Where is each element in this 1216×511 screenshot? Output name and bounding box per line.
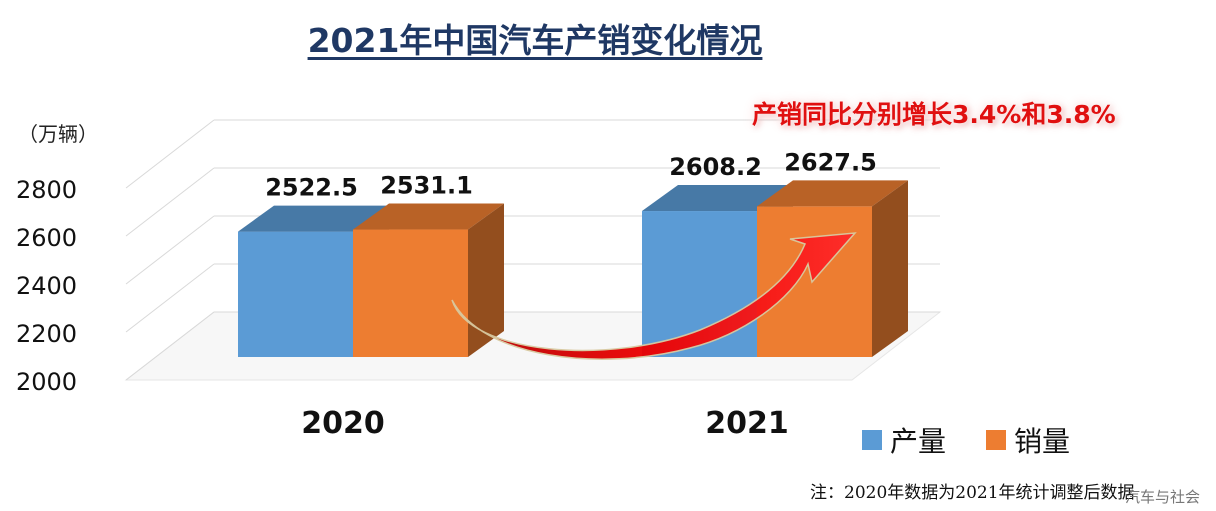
data-label: 2627.5 — [784, 148, 877, 176]
y-tick-label: 2600 — [16, 224, 77, 252]
chart-title: 2021年中国汽车产销变化情况 — [307, 21, 763, 60]
y-tick-label: 2200 — [16, 320, 77, 348]
unit-label: （万辆） — [18, 122, 98, 146]
source-watermark: 汽车与社会 — [1124, 488, 1200, 506]
bar-top — [642, 185, 793, 212]
y-tick-label: 2000 — [16, 368, 77, 396]
x-tick-label: 2020 — [301, 406, 385, 441]
gridline-side — [125, 167, 215, 237]
bar-side — [468, 203, 504, 357]
data-label: 2531.1 — [380, 172, 473, 200]
legend-item-sales: 销量 — [986, 420, 1070, 460]
legend-label-sales: 销量 — [1014, 425, 1071, 458]
y-tick-label: 2800 — [16, 176, 77, 204]
bar — [757, 206, 872, 357]
legend-swatch-production — [862, 430, 882, 450]
x-tick-label: 2021 — [705, 406, 789, 441]
data-label: 2608.2 — [669, 153, 762, 181]
bar-top — [757, 180, 908, 207]
growth-annotation: 产销同比分别增长3.4%和3.8% — [752, 100, 1116, 129]
legend-swatch-sales — [986, 430, 1007, 450]
bar — [353, 229, 468, 357]
legend-label-production: 产量 — [890, 425, 947, 458]
growth-arrow — [451, 232, 857, 360]
bar — [238, 231, 353, 357]
bar-top — [353, 203, 504, 230]
bar-top — [238, 205, 389, 232]
y-tick-label: 2400 — [16, 272, 77, 300]
gridline-side — [125, 215, 215, 285]
gridline-side — [125, 311, 215, 381]
legend-item-production: 产量 — [862, 420, 946, 460]
legend: 产量 销量 — [862, 420, 1070, 460]
gridline-side — [125, 119, 215, 189]
data-label: 2522.5 — [265, 174, 358, 202]
footnote: 注：2020年数据为2021年统计调整后数据 — [810, 483, 1135, 503]
gridline-side — [125, 263, 215, 333]
bar-side — [872, 180, 908, 357]
